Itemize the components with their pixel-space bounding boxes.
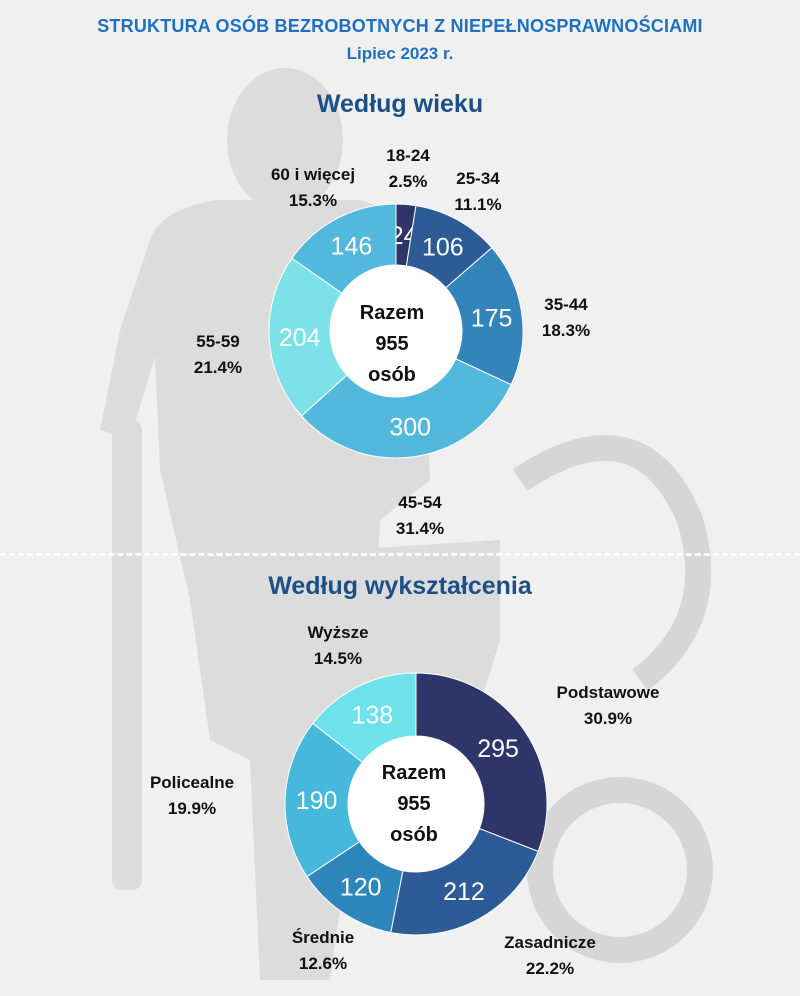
education-slice-value-zasadnicze: 212 — [443, 878, 485, 906]
education-chart-title: Według wykształcenia — [268, 572, 532, 600]
age-chart-center-total: Razem 955 osób — [359, 302, 425, 386]
age-slice-value-25-34: 106 — [422, 234, 464, 262]
age-slice-value-35-44: 175 — [471, 305, 513, 333]
education-label-policealne: Policealne 19.9% — [149, 773, 235, 818]
age-slice-value-60-i-wiecej: 146 — [331, 232, 373, 260]
education-label-wyzsze: Wyższe 14.5% — [307, 623, 369, 668]
education-donut-hole — [348, 736, 484, 872]
education-slice-value-policealne: 190 — [296, 787, 338, 815]
age-label-45-54: 45-54 31.4% — [395, 493, 445, 538]
age-label-25-34: 25-34 11.1% — [454, 169, 502, 214]
education-slice-value-srednie: 120 — [340, 874, 382, 902]
age-label-35-44: 35-44 18.3% — [541, 295, 591, 340]
age-donut-hole — [330, 265, 462, 397]
age-slice-value-45-54: 300 — [389, 413, 431, 441]
education-slice-value-wyzsze: 138 — [352, 702, 394, 730]
education-label-srednie: Średnie 12.6% — [291, 928, 355, 973]
age-chart-title: Według wieku — [316, 90, 484, 118]
subtitle: Lipiec 2023 r. — [346, 44, 454, 63]
education-label-zasadnicze: Zasadnicze 22.2% — [504, 933, 596, 978]
education-label-podstawowe: Podstawowe 30.9% — [556, 683, 660, 728]
section-divider — [0, 553, 800, 556]
education-slice-value-podstawowe: 295 — [477, 735, 519, 763]
age-label-18-24: 18-24 2.5% — [386, 146, 430, 191]
age-label-60-plus: 60 i więcej 15.3% — [270, 165, 356, 210]
education-chart-center-total: Razem 955 osób — [381, 762, 447, 846]
age-label-55-59: 55-59 21.4% — [193, 332, 243, 377]
main-title: STRUKTURA OSÓB BEZROBOTNYCH Z NIEPEŁNOSP… — [97, 16, 703, 36]
age-slice-value-55-59: 204 — [279, 324, 321, 352]
